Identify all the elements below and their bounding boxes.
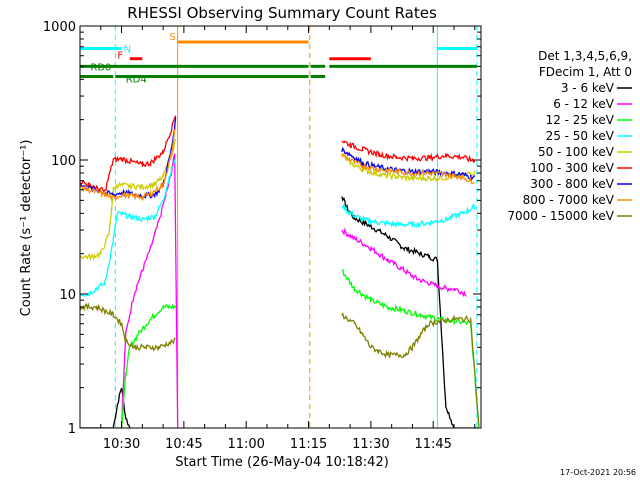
y-tick-label-0: 1 bbox=[68, 422, 76, 437]
legend-entry-label-2: 12 - 25 keV bbox=[546, 113, 615, 127]
y-tick-label-2: 100 bbox=[51, 154, 76, 169]
series-line-5 bbox=[80, 115, 476, 193]
state-bar-label-f: F bbox=[117, 51, 123, 62]
y-tick-label-1: 10 bbox=[59, 288, 76, 303]
state-bar-label-rd0: RD0 bbox=[90, 62, 111, 73]
legend: Det 1,3,4,5,6,9, FDecim 1, Att 0 3 - 6 k… bbox=[507, 49, 632, 223]
x-tick-label-2: 11:00 bbox=[227, 437, 264, 452]
y-tick-label-3: 1000 bbox=[43, 20, 76, 35]
y-axis-label: Count Rate (s⁻¹ detector⁻¹) bbox=[19, 140, 34, 317]
legend-entry-label-8: 7000 - 15000 keV bbox=[507, 209, 614, 223]
x-tick-label-4: 11:30 bbox=[352, 437, 389, 452]
legend-entry-label-1: 6 - 12 keV bbox=[553, 97, 615, 111]
legend-entry-label-0: 3 - 6 keV bbox=[561, 81, 615, 95]
series-line-7 bbox=[80, 127, 475, 202]
x-tick-label-0: 10:30 bbox=[103, 437, 140, 452]
series-line-3 bbox=[80, 157, 476, 297]
legend-entry-label-3: 25 - 50 keV bbox=[546, 129, 615, 143]
legend-entry-label-7: 800 - 7000 keV bbox=[523, 193, 615, 207]
legend-entry-label-6: 300 - 800 keV bbox=[530, 177, 614, 191]
state-bar-label-s: S bbox=[169, 32, 175, 43]
x-tick-label-5: 11:45 bbox=[414, 437, 451, 452]
series-line-0 bbox=[80, 196, 479, 428]
state-bar-label-rd4: RD4 bbox=[126, 74, 147, 85]
state-bar-label-n: N bbox=[124, 44, 131, 55]
x-tick-label-3: 11:15 bbox=[290, 437, 327, 452]
legend-header-line-2: FDecim 1, Att 0 bbox=[539, 65, 632, 79]
plot-frame bbox=[79, 25, 482, 429]
chart-title: RHESSI Observing Summary Count Rates bbox=[127, 4, 437, 22]
legend-entry-label-5: 100 - 300 keV bbox=[530, 161, 614, 175]
series-line-1 bbox=[80, 153, 467, 428]
x-tick-label-1: 10:45 bbox=[165, 437, 202, 452]
x-axis-label: Start Time (26-May-04 10:18:42) bbox=[175, 455, 389, 470]
series-line-8 bbox=[80, 302, 480, 427]
footer-timestamp: 17-Oct-2021 20:56 bbox=[560, 468, 636, 477]
plot-area bbox=[80, 26, 480, 428]
legend-header-line-1: Det 1,3,4,5,6,9, bbox=[538, 49, 632, 63]
legend-entry-label-4: 50 - 100 keV bbox=[538, 145, 615, 159]
series-line-4 bbox=[80, 138, 476, 262]
